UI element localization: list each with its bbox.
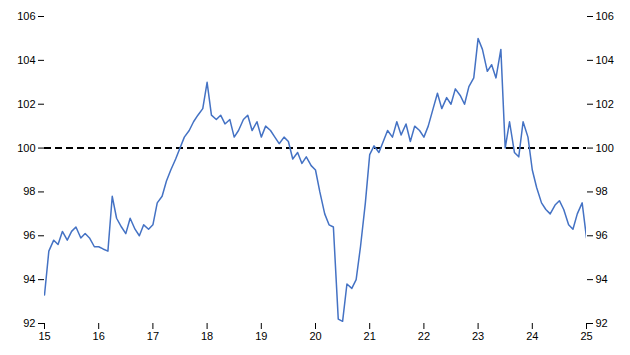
- svg-text:19: 19: [255, 330, 267, 342]
- svg-text:100: 100: [17, 142, 35, 154]
- svg-text:106: 106: [17, 10, 35, 22]
- svg-text:21: 21: [364, 330, 376, 342]
- svg-text:22: 22: [418, 330, 430, 342]
- svg-text:15: 15: [38, 330, 50, 342]
- svg-text:25: 25: [580, 330, 592, 342]
- svg-text:94: 94: [23, 273, 35, 285]
- svg-text:92: 92: [23, 317, 35, 329]
- svg-text:92: 92: [596, 317, 608, 329]
- svg-text:24: 24: [526, 330, 538, 342]
- svg-text:98: 98: [23, 185, 35, 197]
- svg-text:104: 104: [17, 54, 35, 66]
- svg-text:96: 96: [23, 229, 35, 241]
- svg-text:104: 104: [596, 54, 614, 66]
- svg-text:98: 98: [596, 185, 608, 197]
- svg-text:96: 96: [596, 229, 608, 241]
- svg-text:20: 20: [309, 330, 321, 342]
- svg-text:16: 16: [93, 330, 105, 342]
- svg-text:102: 102: [17, 98, 35, 110]
- svg-text:100: 100: [596, 142, 614, 154]
- svg-text:94: 94: [596, 273, 608, 285]
- svg-text:18: 18: [201, 330, 213, 342]
- svg-text:102: 102: [596, 98, 614, 110]
- svg-text:17: 17: [147, 330, 159, 342]
- svg-text:23: 23: [472, 330, 484, 342]
- svg-text:106: 106: [596, 10, 614, 22]
